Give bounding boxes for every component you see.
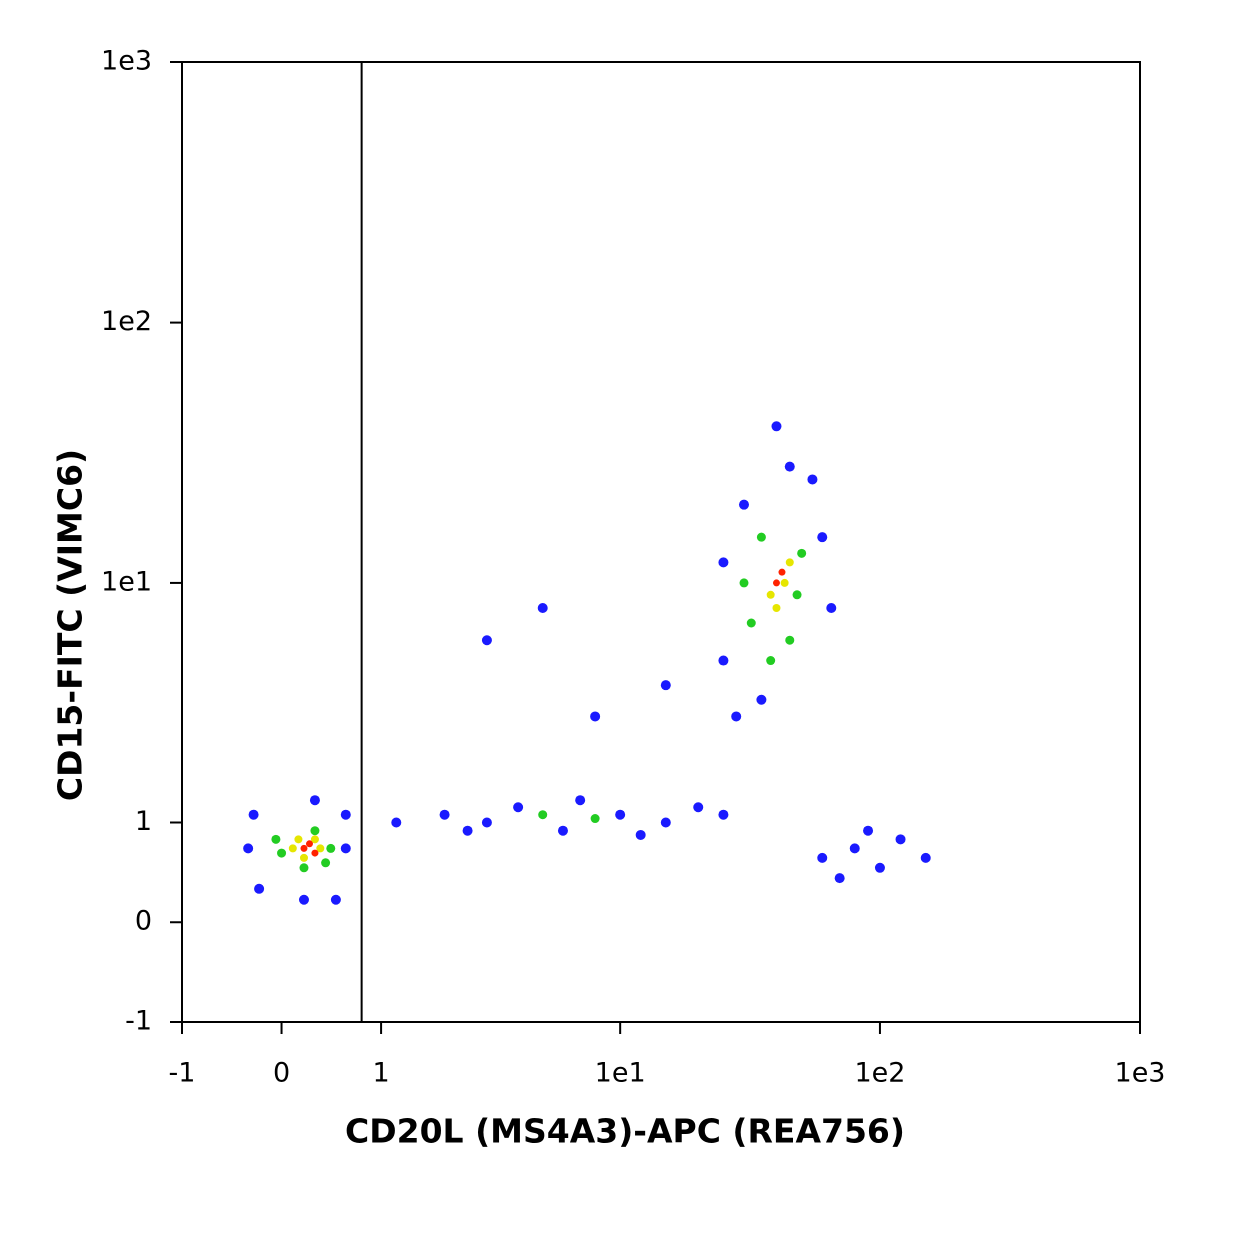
data-point: [316, 844, 325, 853]
data-point: [294, 835, 303, 844]
data-point: [731, 711, 742, 722]
data-point: [439, 809, 450, 820]
data-point: [310, 835, 319, 844]
data-point: [305, 840, 313, 848]
data-point: [660, 680, 671, 691]
data-point: [575, 795, 586, 806]
data-point: [557, 825, 568, 836]
data-point: [766, 656, 776, 666]
data-point: [537, 603, 548, 614]
data-point: [298, 894, 309, 905]
y-axis-title: CD15-FITC (VIMC6): [51, 449, 90, 801]
y-tick-label: 0: [135, 906, 152, 937]
data-point: [309, 795, 320, 806]
data-point: [481, 635, 492, 646]
data-point: [895, 834, 906, 845]
data-point: [797, 548, 807, 558]
data-point: [635, 829, 646, 840]
data-point: [271, 834, 281, 844]
data-point: [718, 557, 729, 568]
x-tick-label: 0: [273, 1058, 290, 1089]
data-point: [462, 825, 473, 836]
data-point: [785, 558, 794, 567]
data-point: [391, 817, 402, 828]
data-point: [863, 825, 874, 836]
data-point: [784, 461, 795, 472]
data-point: [817, 852, 828, 863]
data-point: [718, 809, 729, 820]
y-tick-label: 1e3: [101, 46, 152, 77]
data-point: [920, 852, 931, 863]
data-point: [772, 604, 781, 613]
data-point: [254, 883, 265, 894]
data-point: [826, 603, 837, 614]
data-point: [849, 843, 860, 854]
data-point: [792, 590, 802, 600]
data-point: [785, 635, 795, 645]
data-point: [277, 848, 287, 858]
x-tick-label: -1: [169, 1058, 196, 1089]
y-tick-label: 1e2: [101, 306, 152, 337]
data-point: [772, 579, 780, 587]
data-point: [660, 817, 671, 828]
data-point: [326, 843, 336, 853]
x-axis-title: CD20L (MS4A3)-APC (REA756): [345, 1112, 905, 1151]
data-point: [248, 809, 259, 820]
data-point: [766, 590, 775, 599]
data-point: [834, 873, 845, 884]
plot-frame: [181, 61, 1141, 1023]
y-tick-label: 1: [135, 806, 152, 837]
x-tick-label: 1e2: [854, 1058, 905, 1089]
data-point: [874, 862, 885, 873]
data-point: [771, 421, 782, 432]
data-point: [299, 863, 309, 873]
data-point: [311, 849, 319, 857]
data-point: [738, 499, 749, 510]
x-tick-label: 1e3: [1115, 1058, 1166, 1089]
data-point: [756, 694, 767, 705]
data-point: [615, 809, 626, 820]
data-point: [310, 826, 320, 836]
data-point: [288, 844, 297, 853]
data-point: [739, 578, 749, 588]
data-point: [513, 802, 524, 813]
data-point: [299, 853, 308, 862]
x-tick-label: 1: [372, 1058, 389, 1089]
data-point: [590, 814, 600, 824]
data-point: [746, 618, 756, 628]
data-point: [693, 802, 704, 813]
data-point: [481, 817, 492, 828]
data-point: [243, 843, 254, 854]
data-point: [780, 578, 789, 587]
data-point: [330, 894, 341, 905]
data-point: [590, 711, 601, 722]
y-tick-label: 1e1: [101, 566, 152, 597]
y-tick-label: -1: [125, 1006, 152, 1037]
data-point: [300, 844, 308, 852]
data-point: [321, 858, 331, 868]
data-point: [538, 810, 548, 820]
data-point: [817, 532, 828, 543]
data-point: [778, 568, 786, 576]
data-point: [756, 532, 766, 542]
data-point: [340, 809, 351, 820]
data-point: [340, 843, 351, 854]
data-point: [807, 474, 818, 485]
data-point: [718, 655, 729, 666]
x-tick-label: 1e1: [595, 1058, 646, 1089]
